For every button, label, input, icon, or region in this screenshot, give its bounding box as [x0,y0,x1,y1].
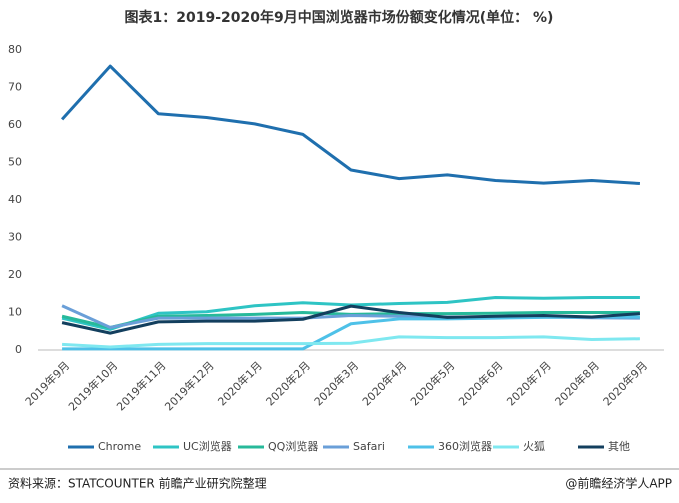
x-tick-label: 2019年10月 [65,358,120,413]
credit: @前瞻经济学人APP [565,476,672,491]
x-tick-label: 2020年1月 [215,358,265,408]
legend-label: 360浏览器 [438,439,492,453]
series-line [60,64,641,185]
series-line [61,335,640,349]
y-tick-label: 30 [8,231,22,244]
x-tick-label: 2020年3月 [311,358,361,408]
legend-label: 火狐 [523,439,545,453]
x-tick-label: 2020年9月 [600,358,650,408]
x-tick-label: 2020年8月 [552,358,602,408]
legend-label: UC浏览器 [183,439,232,453]
y-tick-label: 10 [8,306,22,319]
series-line [61,304,641,335]
x-tick-label: 2020年4月 [359,358,409,408]
series-line [62,315,640,351]
y-tick-label: 50 [8,156,22,169]
chart-title: 图表1：2019-2020年9月中国浏览器市场份额变化情况(单位： %) [125,9,554,26]
y-tick-label: 60 [8,118,22,131]
y-tick-label: 70 [8,81,22,94]
x-tick-label: 2019年9月 [22,358,72,408]
x-tick-label: 2019年11月 [113,358,168,413]
legend-label: Safari [353,440,385,453]
x-tick-label: 2019年12月 [162,358,217,413]
source: 资料来源：STATCOUNTER 前瞻产业研究院整理 [8,476,267,491]
y-tick-label: 80 [8,43,22,56]
x-tick-label: 2020年6月 [455,358,505,408]
legend-label: QQ浏览器 [268,439,318,453]
x-tick-label: 2020年2月 [263,358,313,408]
y-tick-label: 40 [8,193,22,206]
y-tick-label: 20 [8,268,22,281]
legend-label: Chrome [98,440,141,453]
y-tick-label: 0 [15,343,22,356]
legend-label: 其他 [608,440,630,453]
x-tick-label: 2020年7月 [504,358,554,408]
x-tick-label: 2020年5月 [407,358,457,408]
